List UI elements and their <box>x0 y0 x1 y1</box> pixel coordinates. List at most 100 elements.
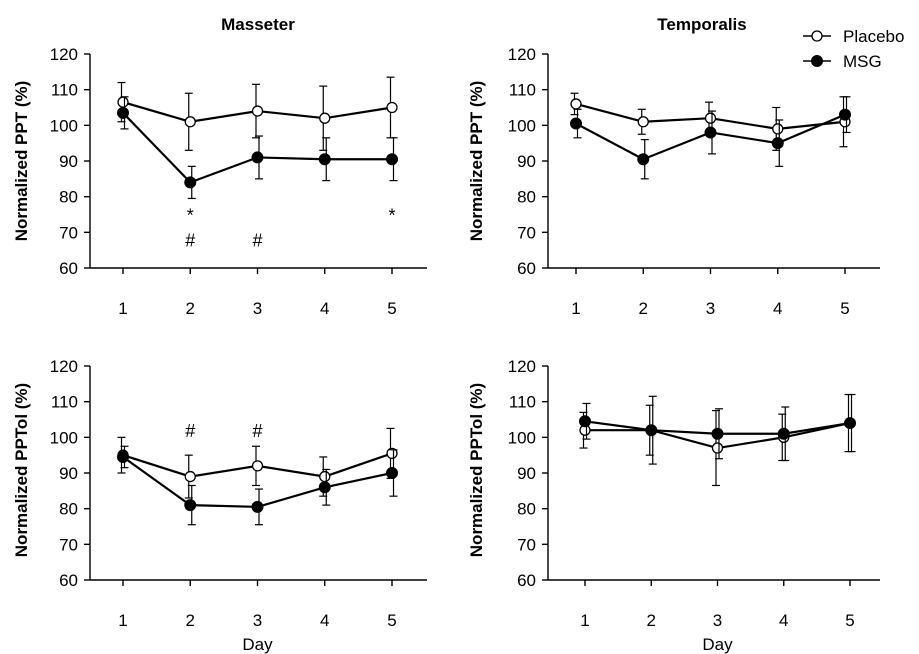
y-tick-label: 80 <box>517 500 536 519</box>
data-point <box>319 470 331 483</box>
data-point <box>386 467 398 479</box>
data-point <box>318 481 331 494</box>
data-point <box>386 447 398 460</box>
chart-panel: Temporalis Normalized PPT (%) 60 70 80 90 100 1… <box>467 15 880 318</box>
y-tick-label: 110 <box>51 81 78 100</box>
legend-marker <box>811 30 823 42</box>
y-tick-label: 90 <box>59 464 78 483</box>
y-axis-label: Normalized PPT (%) <box>12 81 31 242</box>
data-point <box>637 116 649 128</box>
significance-marker: # <box>252 421 262 441</box>
data-point <box>772 123 784 135</box>
x-tick-label: 3 <box>253 299 262 318</box>
chart-title: Masseter <box>221 15 295 34</box>
data-point <box>318 153 331 166</box>
x-tick-label: 5 <box>387 299 396 318</box>
data-point <box>117 106 129 119</box>
x-tick-label: 2 <box>186 611 195 630</box>
y-tick-label: 70 <box>59 223 78 242</box>
legend-item-placebo: Placebo <box>803 27 904 46</box>
y-tick-label: 120 <box>508 357 536 376</box>
x-tick-label: 4 <box>320 611 329 630</box>
x-tick-label: 3 <box>706 299 715 318</box>
data-point <box>117 96 129 108</box>
y-tick-label: 110 <box>509 81 536 100</box>
x-tick-label: 4 <box>773 299 782 318</box>
data-point <box>839 108 851 121</box>
significance-marker: * <box>187 206 194 226</box>
data-point <box>637 153 650 166</box>
y-tick-label: 70 <box>517 535 536 554</box>
y-tick-label: 70 <box>59 535 78 554</box>
chart-panel: Normalized PPTol (%) Day 60 70 80 90 100 110 120… <box>12 357 427 654</box>
y-tick-label: 80 <box>59 188 78 207</box>
y-tick-label: 70 <box>517 223 536 242</box>
series-msg <box>117 96 398 200</box>
significance-marker: # <box>252 230 262 250</box>
data-point <box>711 442 724 454</box>
x-tick-label: 2 <box>647 611 656 630</box>
y-tick-label: 110 <box>509 393 536 412</box>
significance-marker: # <box>185 230 195 250</box>
data-point <box>844 417 856 430</box>
x-tick-label: 1 <box>118 299 127 318</box>
data-point <box>570 117 582 130</box>
data-point <box>251 105 264 117</box>
x-tick-label: 2 <box>639 299 648 318</box>
series-placebo <box>579 393 856 487</box>
x-axis-label: Day <box>242 635 273 654</box>
series-msg <box>579 393 856 465</box>
y-tick-label: 110 <box>51 393 78 412</box>
series-placebo <box>570 92 851 151</box>
x-tick-label: 2 <box>186 299 195 318</box>
plots: Masseter Normalized PPT (%) 60 70 80 90 100 110… <box>12 15 880 654</box>
data-point <box>386 101 398 114</box>
significance-marker: # <box>185 421 195 441</box>
x-tick-label: 1 <box>580 611 589 630</box>
series-msg <box>570 96 851 180</box>
x-tick-label: 3 <box>253 611 262 630</box>
data-point <box>184 116 196 128</box>
data-point <box>251 500 264 513</box>
data-point <box>117 450 129 463</box>
x-tick-label: 5 <box>840 299 849 318</box>
y-axis-label: Normalized PPT (%) <box>467 81 486 242</box>
data-point <box>251 151 264 164</box>
data-point <box>771 137 784 150</box>
legend-item-msg: MSG <box>803 52 882 71</box>
chart-title: Temporalis <box>657 15 746 34</box>
legend-label: Placebo <box>843 27 904 46</box>
y-tick-label: 60 <box>517 259 536 278</box>
x-tick-label: 1 <box>571 299 580 318</box>
y-tick-label: 60 <box>517 571 536 590</box>
legend: Placebo MSG <box>803 27 904 71</box>
y-tick-label: 120 <box>50 357 78 376</box>
x-tick-label: 4 <box>320 299 329 318</box>
data-point <box>704 112 717 124</box>
series-placebo <box>117 76 398 151</box>
data-point <box>704 126 717 139</box>
data-point <box>777 427 790 440</box>
chart-panel: Normalized PPTol (%) Day 60 70 80 90 100 110 120… <box>467 357 880 654</box>
data-point <box>184 470 196 483</box>
data-point <box>579 415 591 428</box>
y-tick-label: 90 <box>59 152 78 171</box>
y-axis-label: Normalized PPTol (%) <box>12 383 31 557</box>
x-tick-label: 4 <box>779 611 788 630</box>
y-tick-label: 100 <box>50 428 78 447</box>
data-point <box>645 424 658 437</box>
x-axis-label: Day <box>702 635 733 654</box>
data-point <box>711 427 724 440</box>
y-tick-label: 80 <box>59 500 78 519</box>
x-tick-label: 3 <box>713 611 722 630</box>
series-line <box>122 112 392 184</box>
y-tick-label: 90 <box>517 152 536 171</box>
y-axis-label: Normalized PPTol (%) <box>467 383 486 557</box>
significance-marker: * <box>388 206 395 226</box>
y-tick-label: 60 <box>59 259 78 278</box>
y-tick-label: 90 <box>517 464 536 483</box>
chart-panel: Masseter Normalized PPT (%) 60 70 80 90 100 110… <box>12 15 427 318</box>
data-point <box>184 176 197 189</box>
legend-marker <box>811 55 823 67</box>
